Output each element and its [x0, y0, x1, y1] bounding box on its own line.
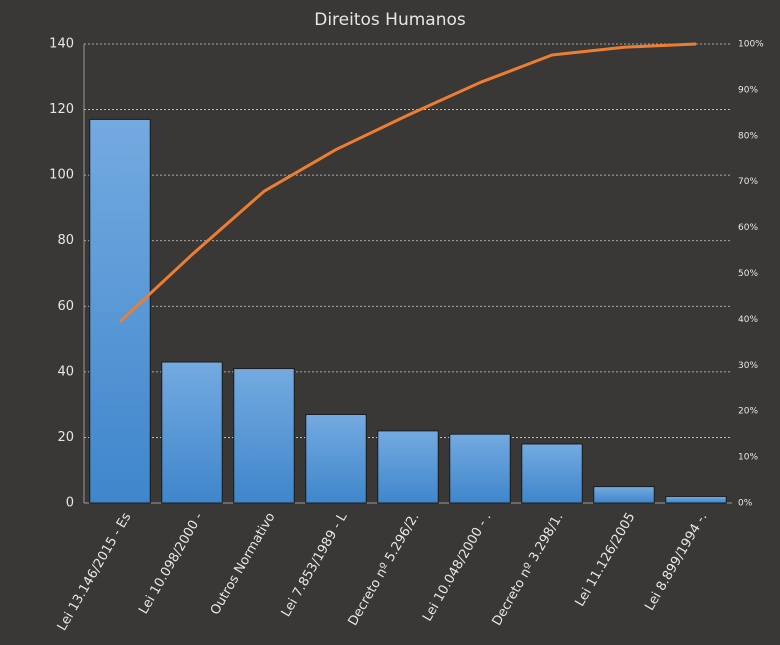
y2-tick-label: 0%: [738, 499, 753, 509]
bar: [305, 413, 367, 504]
y-tick-label: 120: [49, 102, 74, 117]
y2-tick-label: 20%: [738, 407, 758, 417]
bar: [377, 430, 439, 504]
y-tick-label: 60: [57, 299, 74, 314]
y2-tick-label: 100%: [738, 40, 764, 50]
y2-tick-label: 90%: [738, 85, 758, 95]
bar: [449, 433, 511, 504]
bar: [161, 361, 223, 504]
y-tick-label: 20: [57, 430, 74, 445]
y2-tick-label: 30%: [738, 361, 758, 371]
chart-title: Direitos Humanos: [314, 10, 466, 30]
y2-tick-label: 80%: [738, 131, 758, 141]
bar: [233, 368, 295, 504]
y2-tick-label: 10%: [738, 453, 758, 463]
bar: [521, 443, 583, 504]
y-tick-label: 40: [57, 364, 74, 379]
bar: [665, 495, 727, 504]
y-tick-label: 100: [49, 168, 74, 183]
bar: [593, 486, 655, 504]
y2-tick-label: 60%: [738, 223, 758, 233]
y-tick-label: 80: [57, 233, 74, 248]
y-tick-label: 0: [66, 496, 74, 511]
y2-tick-label: 40%: [738, 315, 758, 325]
y2-tick-label: 50%: [738, 269, 758, 279]
bar: [89, 118, 151, 504]
pareto-line: [118, 42, 697, 323]
y-tick-label: 140: [49, 37, 74, 52]
y2-tick-label: 70%: [738, 177, 758, 187]
